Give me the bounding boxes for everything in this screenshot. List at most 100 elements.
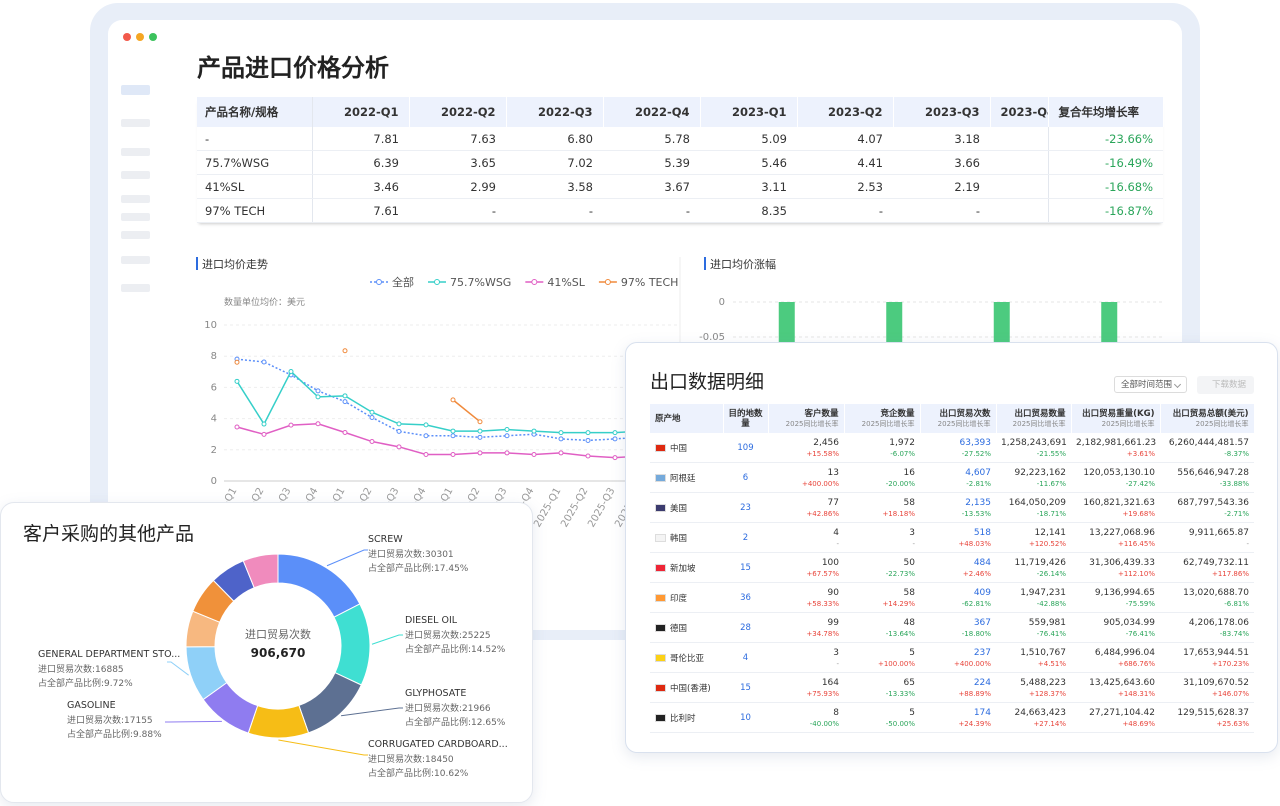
sidebar-item xyxy=(121,213,150,221)
metric-growth: -75.59% xyxy=(1125,599,1155,608)
window-dot xyxy=(149,33,157,41)
header-label: 目的地数量 xyxy=(728,408,763,429)
slice-share: 占全部产品比例:14.52% xyxy=(405,643,506,655)
sidebar-item xyxy=(121,231,150,239)
flag xyxy=(655,594,666,602)
data-point xyxy=(396,428,402,434)
metric-growth: -50.00% xyxy=(885,719,915,728)
header-sub: 2025同比增长率 xyxy=(1101,419,1155,428)
metric-cell: 367 -18.80% xyxy=(920,612,996,643)
metric-growth: -40.00% xyxy=(809,719,839,728)
header-label: 出口贸易重量(KG) xyxy=(1082,408,1155,419)
column-header: 2023-Q1 xyxy=(700,97,798,127)
data-point xyxy=(558,430,564,436)
data-point xyxy=(612,436,618,442)
metric-cell: 4,607 -2.81% xyxy=(920,462,996,493)
slice-share: 占全部产品比例:12.65% xyxy=(405,716,506,728)
center-label: 进口贸易次数 xyxy=(245,627,311,641)
data-point xyxy=(315,388,321,394)
download-button[interactable]: 下载数据 xyxy=(1197,376,1254,394)
leader-line xyxy=(371,634,403,645)
metric-cell: 120,053,130.10 -27.42% xyxy=(1071,462,1160,493)
metric-value: 92,223,162 xyxy=(1014,467,1066,478)
legend-marker xyxy=(376,279,382,285)
legend-label: 全部 xyxy=(392,275,414,289)
metric-cell: 687,797,543.36 -2.71% xyxy=(1160,492,1254,523)
metric-growth: -13.64% xyxy=(885,629,915,638)
destination-count: 4 xyxy=(723,642,768,673)
metric-cell: 48 -13.64% xyxy=(844,612,920,643)
origin-cell: 中国 xyxy=(650,433,723,463)
metric-growth: -6.07% xyxy=(890,449,915,458)
destination-count: 109 xyxy=(723,433,768,463)
metric-growth: +2.46% xyxy=(962,569,991,578)
data-point xyxy=(585,453,591,459)
column-header: 出口贸易重量(KG) 2025同比增长率 xyxy=(1071,404,1161,433)
destination-count: 28 xyxy=(723,612,768,643)
metric-value: 9,911,665.87 xyxy=(1188,527,1249,538)
metric-growth: +112.10% xyxy=(1117,569,1155,578)
metric-cell: 77 +42.86% xyxy=(768,492,844,523)
origin-cell: 印度 xyxy=(650,582,723,613)
metric-cell: 27,271,104.42 +48.69% xyxy=(1071,702,1160,733)
metric-growth: +117.86% xyxy=(1211,569,1249,578)
metric-growth: -2.71% xyxy=(1224,509,1249,518)
metric-growth: +400.00% xyxy=(801,479,839,488)
data-point xyxy=(342,399,348,405)
metric-growth: -42.88% xyxy=(1036,599,1066,608)
metric-cell: 63,393 -27.52% xyxy=(920,433,996,463)
series-line xyxy=(452,399,481,423)
metric-value: 1,947,231 xyxy=(1020,587,1066,598)
column-header: 出口贸易总额(美元) 2025同比增长率 xyxy=(1160,404,1255,433)
metric-value: 31,306,439.33 xyxy=(1089,557,1155,568)
table-cell: 2.99 xyxy=(409,174,506,199)
table-row: 41%SL 3.46 2.99 3.58 3.67 3.11 2.53 2.19 -16.68% xyxy=(197,174,1163,199)
metric-growth: -11.67% xyxy=(1036,479,1066,488)
data-point xyxy=(504,433,510,439)
metric-value: 556,646,947.28 xyxy=(1177,467,1249,478)
table-row: 韩国 2 4-3-518 +48.03% 12,141 +120.52% 13,227,06… xyxy=(650,522,1254,553)
metric-growth: -83.74% xyxy=(1219,629,1249,638)
sidebar-item xyxy=(121,119,150,127)
data-point xyxy=(585,437,591,443)
metric-growth: -33.88% xyxy=(1219,479,1249,488)
table-row: 中国 109 2,456 +15.58% 1,972 -6.07% 63,393 -27.52… xyxy=(650,433,1254,463)
metric-value: 160,821,321.63 xyxy=(1083,497,1155,508)
metric-value: 11,719,426 xyxy=(1014,557,1066,568)
origin-cell: 美国 xyxy=(650,492,723,523)
metric-value: 48 xyxy=(903,617,915,628)
slice-name: DIESEL OIL xyxy=(405,615,458,626)
y-tick-label: -0.05 xyxy=(699,332,725,343)
sidebar-item xyxy=(121,256,150,264)
table-cell: 7.61 xyxy=(312,198,409,223)
title-bar xyxy=(704,257,706,270)
table-row: 印度 36 90 +58.33% 58 +14.29% 409 -62.81% 1,947,23… xyxy=(650,582,1254,613)
metric-growth: +24.39% xyxy=(958,719,991,728)
data-point xyxy=(369,439,375,445)
data-point xyxy=(234,359,240,365)
metric-growth: +48.69% xyxy=(1122,719,1155,728)
metric-growth: +120.52% xyxy=(1028,539,1066,548)
origin: 比利时 xyxy=(670,713,696,724)
y-tick-label: 8 xyxy=(211,351,217,362)
metric-value: 12,141 xyxy=(1034,527,1067,538)
metric-value: 13 xyxy=(827,467,839,478)
price-table: 产品名称/规格 2022-Q1 2022-Q2 2022-Q3 2022-Q4 2023-… xyxy=(197,97,1164,223)
metric-value: 1,972 xyxy=(889,437,915,448)
metric-growth: +148.31% xyxy=(1117,689,1155,698)
destination-count: 15 xyxy=(723,672,768,703)
metric-cell: 559,981 -76.41% xyxy=(996,612,1071,643)
column-header: 出口贸易次数 2025同比增长率 xyxy=(920,404,997,433)
metric-value: 4,607 xyxy=(965,467,991,478)
metric-cell: 164 +75.93% xyxy=(768,672,844,703)
metric-growth: +25.63% xyxy=(1216,719,1249,728)
metric-cell: 92,223,162 -11.67% xyxy=(996,462,1071,493)
table-cell: 7.02 xyxy=(506,150,603,175)
slice-value: 进口贸易次数:17155 xyxy=(67,714,153,726)
metric-growth: +116.45% xyxy=(1117,539,1155,548)
range-select[interactable]: 全部时间范围 xyxy=(1114,376,1187,393)
metric-growth: -18.71% xyxy=(1036,509,1066,518)
metric-value: 164,050,209 xyxy=(1008,497,1066,508)
metric-growth: -62.81% xyxy=(961,599,991,608)
metric-value: 16 xyxy=(903,467,915,478)
